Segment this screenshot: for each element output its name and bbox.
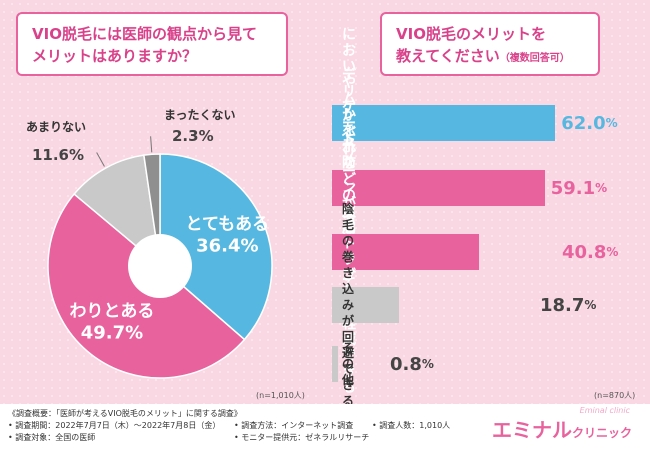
bar-value-number-1: 59.1 <box>550 177 596 199</box>
bar-4 <box>332 346 338 382</box>
bar-sample-note: (n=870人) <box>594 391 636 400</box>
bar-value-number-3: 18.7 <box>540 294 585 316</box>
bar-label-3: 陰毛の巻き込みが回避できる <box>342 202 354 408</box>
bar-value-2: 40.8% <box>562 234 618 270</box>
bar-value-number-2: 40.8 <box>562 241 607 263</box>
footer-period: • 調査期間：2022年7月7日（木）〜2022年7月8日（金） <box>8 421 221 430</box>
pie-slice-0 <box>159 153 273 341</box>
brand-main: エミナル <box>491 418 572 442</box>
bar-0 <box>332 105 556 141</box>
pie-leader-line-3 <box>150 136 153 153</box>
right-question-main: 教えてください <box>396 47 500 65</box>
pie-sample-note: (n=1,010人) <box>256 391 305 400</box>
bar-2 <box>332 234 479 270</box>
bar-1 <box>332 170 545 206</box>
pie-label-3: まったくない <box>164 108 236 122</box>
footer-target: • 調査対象：全国の医師 <box>8 433 96 442</box>
bar-value-0: 62.0% <box>561 105 617 141</box>
bar-label-3-line-0: 陰毛の巻き込みが回避できる <box>342 202 355 408</box>
right-question-line2: 教えてください（複数回答可） <box>396 45 584 70</box>
bar-value-unit-2: % <box>606 245 619 259</box>
bar-value-1: 59.1% <box>551 170 607 206</box>
bar-label-0-line-0: においやムレを <box>342 27 356 139</box>
bar-label-4: その他 <box>342 341 354 387</box>
left-question-line1: VIO脱毛には医師の観点から見て <box>32 25 257 43</box>
pie-label-0: とてもある <box>186 214 270 234</box>
bar-label-1-line-0: デリケートゾーンが <box>342 68 356 212</box>
pie-value-1: 49.7% <box>81 322 143 343</box>
brand-sub: クリニック <box>571 426 632 440</box>
pie-leader-line-2 <box>96 152 105 167</box>
bar-value-number-0: 62.0 <box>561 112 606 134</box>
bar-value-number-4: 0.8 <box>390 353 422 375</box>
left-question-box: VIO脱毛には医師の観点から見て メリットはありますか？ <box>16 12 288 76</box>
survey-footer: 《調査概要：「医師が考えるVIO脱毛のメリット」に関する調査》 • 調査期間：2… <box>0 404 650 450</box>
left-question-line2: メリットはありますか？ <box>32 47 198 65</box>
footer-summary: 《調査概要：「医師が考えるVIO脱毛のメリット」に関する調査》 <box>8 409 242 418</box>
bar-value-unit-3: % <box>584 298 597 312</box>
right-question-line1: VIO脱毛のメリットを <box>396 25 546 43</box>
footer-provider: • モニター提供元：ゼネラルリサーチ <box>234 433 370 442</box>
bar-label-4-line-0: その他 <box>342 341 355 387</box>
brand-english: Eminal clinic <box>579 406 630 415</box>
pie-value-3: 2.3% <box>172 127 214 145</box>
bar-label-2-line-0: かぶれなどの <box>342 108 356 204</box>
pie-value-0: 36.4% <box>196 235 258 256</box>
right-question-suffix: （複数回答可） <box>499 53 570 64</box>
pie-label-2: あまりない <box>26 120 86 134</box>
bar-value-unit-0: % <box>605 116 618 130</box>
pie-value-2: 11.6% <box>32 146 84 164</box>
bar-3 <box>332 287 400 323</box>
footer-method: • 調査方法：インターネット調査 <box>234 421 354 430</box>
bar-value-3: 18.7% <box>540 287 596 323</box>
right-question-box: VIO脱毛のメリットを 教えてください（複数回答可） <box>380 12 600 76</box>
pie-label-1: わりとある <box>69 301 154 321</box>
bar-value-unit-1: % <box>595 181 608 195</box>
bar-value-unit-4: % <box>421 357 434 371</box>
bar-value-4: 0.8% <box>390 346 434 382</box>
pie-slice-2 <box>73 154 162 268</box>
pie-center-hole <box>128 234 192 298</box>
brand-logo: エミナルクリニック <box>492 414 632 443</box>
footer-count: • 調査人数：1,010人 <box>372 421 451 430</box>
